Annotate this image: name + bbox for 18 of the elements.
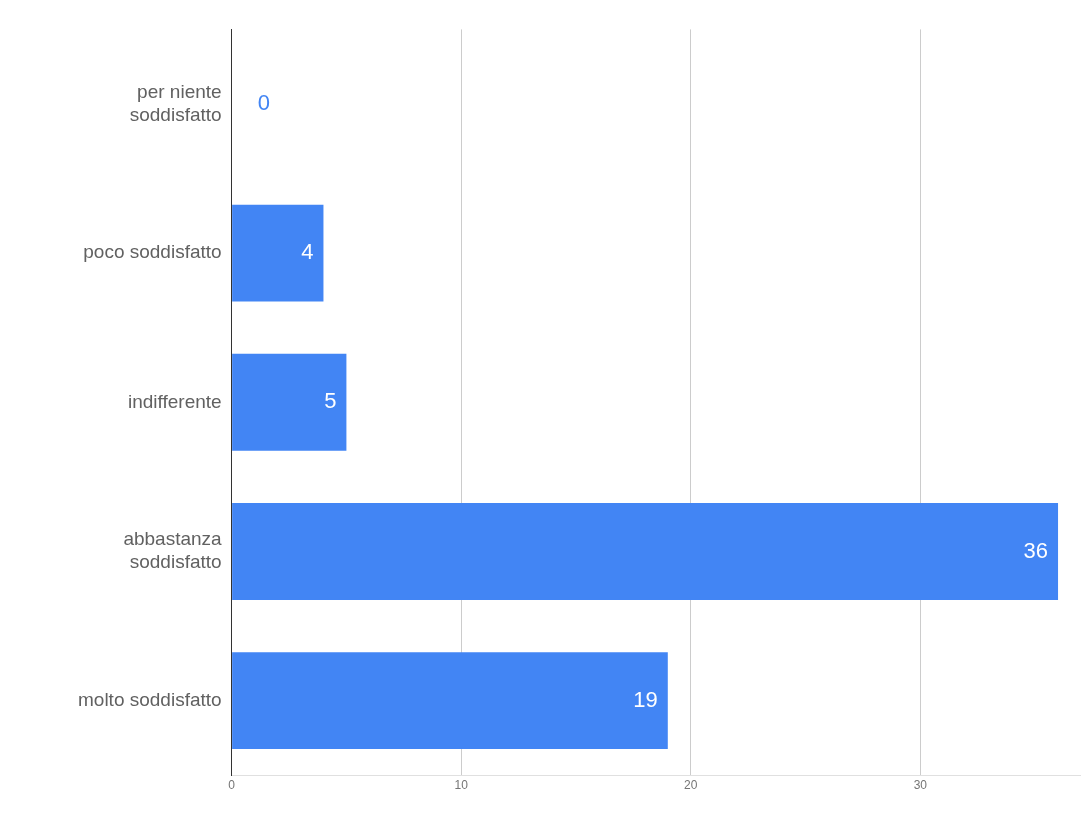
data-label: 4 [301,239,314,265]
data-label: 0 [257,90,270,116]
y-tick-label: per niente soddisfatto [129,80,222,125]
data-label: 5 [324,388,337,414]
data-label: 19 [633,686,658,712]
y-tick-label: indifferente [127,390,222,412]
y-tick-label: poco soddisfatto [83,241,222,263]
bar [232,353,347,451]
bar [232,652,668,750]
y-tick-label: molto soddisfatto [77,688,222,710]
y-tick-label: abbastanza soddisfatto [123,528,223,573]
x-tick-label: 30 [913,777,928,792]
x-tick-label: 20 [684,777,698,792]
bar [232,502,1059,600]
x-tick-label: 10 [454,777,469,792]
data-label: 36 [1023,537,1049,563]
bar [232,204,324,302]
x-tick-label: 0 [228,777,236,792]
